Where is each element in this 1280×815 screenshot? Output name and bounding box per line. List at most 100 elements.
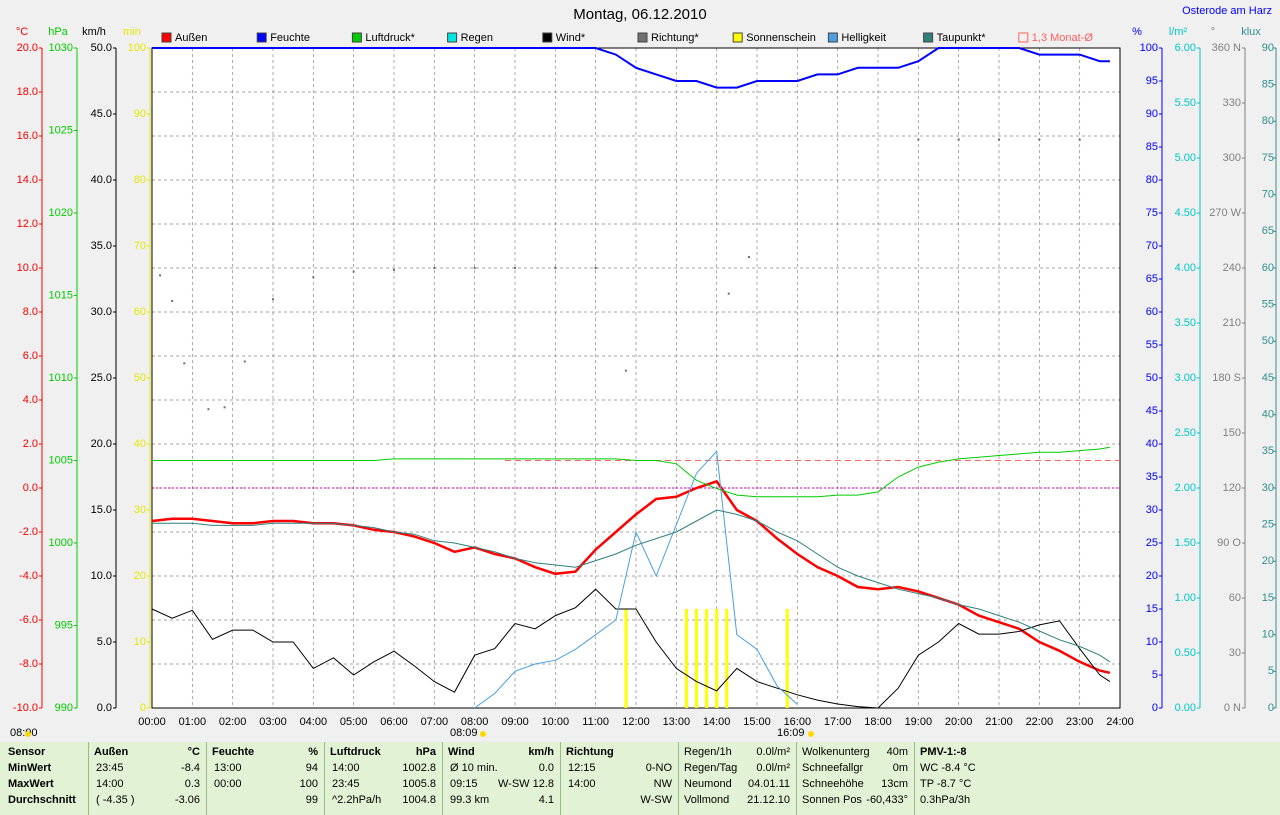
direction-point: [433, 267, 436, 269]
group-title: Luftdruck: [330, 746, 381, 758]
y-tick-label: 1015: [49, 289, 73, 301]
direction-point: [727, 292, 730, 295]
info-value: 0.0l/m²: [756, 746, 790, 758]
stat-time: 00:00: [214, 778, 242, 790]
y-tick-label: 40: [1262, 409, 1274, 421]
chart: Montag, 06.12.2010 Osterode am Harz 00:0…: [10, 5, 1277, 739]
group-unit: %: [308, 746, 318, 758]
y-tick-label: -8.0: [19, 658, 38, 670]
y-tick-label: 90: [134, 108, 146, 120]
info-key: Wolkenunterg: [802, 746, 870, 758]
pmv: 0.3hPa/3h: [920, 794, 971, 806]
y-tick-label: 90 O: [1217, 537, 1241, 549]
y-tick-label: 3.50: [1175, 317, 1196, 329]
row-label: Durchschnitt: [8, 794, 76, 806]
y-tick-label: 80: [134, 174, 146, 186]
y-tick-label: 70: [1146, 240, 1158, 252]
x-tick-label: 20:00: [945, 716, 973, 728]
axis-unit: l/m²: [1169, 26, 1188, 38]
y-tick-label: 40: [1146, 438, 1158, 450]
direction-point: [917, 138, 920, 141]
stat-value: 1004.8: [402, 794, 436, 806]
info-key: Neumond: [684, 778, 732, 790]
y-tick-label: 55: [1262, 299, 1274, 311]
separator: [560, 742, 561, 815]
legend-swatch: [827, 32, 838, 43]
direction-point: [624, 369, 627, 372]
y-tick-label: 45.0: [91, 108, 112, 120]
direction-point: [352, 270, 355, 273]
y-tick-label: 65: [1262, 225, 1274, 237]
stat-value: 0.3: [184, 778, 200, 790]
pmv: WC -8.4 °C: [920, 762, 976, 774]
direction-point: [312, 276, 315, 279]
y-tick-label: 1010: [49, 372, 73, 384]
stat-value: NW: [653, 778, 672, 790]
y-tick-label: 45: [1146, 405, 1158, 417]
x-tick-label: 01:00: [179, 716, 207, 728]
y-tick-label: 70: [134, 240, 146, 252]
y-tick-label: 0 N: [1224, 702, 1241, 714]
y-tick-label: 30: [134, 504, 146, 516]
series-line: [152, 509, 1111, 663]
stat-time: 14:00: [332, 762, 360, 774]
direction-point: [171, 300, 174, 302]
y-tick-label: 16.0: [17, 130, 38, 142]
direction-point: [957, 138, 960, 141]
y-tick-label: 25.0: [91, 372, 112, 384]
stat-value: -8.4: [181, 762, 200, 774]
y-tick-label: 60: [134, 306, 146, 318]
y-tick-label: 85: [1146, 141, 1158, 153]
y-tick-label: 330: [1223, 97, 1241, 109]
stat-value: 0-NO: [645, 762, 672, 774]
y-tick-label: 2.50: [1175, 427, 1196, 439]
legend-swatch: [447, 32, 458, 43]
y-tick-label: 100: [128, 42, 146, 54]
y-tick-label: 4.50: [1175, 207, 1196, 219]
direction-point: [554, 267, 557, 269]
x-tick-label: 23:00: [1066, 716, 1094, 728]
legend-label: Luftdruck*: [365, 32, 415, 44]
info-key: Schneehöhe: [802, 778, 864, 790]
pmv: TP -8.7 °C: [920, 778, 972, 790]
legend-label: Richtung*: [651, 32, 699, 44]
x-tick-label: 12:00: [622, 716, 650, 728]
x-tick-label: 11:00: [582, 716, 609, 728]
sun-marker: [480, 731, 486, 737]
separator: [206, 742, 207, 815]
x-tick-label: 07:00: [421, 716, 449, 728]
direction-point: [272, 298, 274, 301]
stat-time: 13:00: [214, 762, 242, 774]
y-tick-label: 0.0: [23, 482, 38, 494]
y-tick-label: 6.00: [1175, 42, 1196, 54]
row-label: MinWert: [8, 762, 52, 774]
y-tick-label: 50: [134, 372, 146, 384]
info-value: 21.12.10: [747, 794, 790, 806]
y-tick-label: 10: [1262, 629, 1274, 641]
y-tick-label: 30: [1229, 647, 1241, 659]
info-key: Regen/1h: [684, 746, 732, 758]
y-tick-label: 1000: [49, 537, 73, 549]
y-tick-label: 40.0: [91, 174, 112, 186]
y-tick-label: 1020: [49, 207, 73, 219]
stat-time: 23:45: [96, 762, 124, 774]
legend-label: Taupunkt*: [937, 32, 987, 44]
y-tick-label: 6.0: [23, 350, 38, 362]
y-tick-label: 35: [1146, 471, 1158, 483]
legend-swatch: [732, 32, 743, 43]
y-tick-label: 20: [134, 570, 146, 582]
y-tick-label: 5.0: [97, 636, 112, 648]
stat-value: W-SW: [640, 794, 672, 806]
sunshine-bar: [705, 609, 709, 708]
y-tick-label: 20: [1146, 570, 1158, 582]
y-tick-label: 120: [1223, 482, 1241, 494]
y-tick-label: 0.00: [1175, 702, 1196, 714]
group-title: Außen: [94, 746, 129, 758]
stat-time: 14:00: [568, 778, 596, 790]
y-tick-label: 90: [1262, 42, 1274, 54]
info-value: 0.0l/m²: [756, 762, 790, 774]
y-tick-label: 4.00: [1175, 262, 1196, 274]
group-title: Wind: [448, 746, 475, 758]
legend-swatch: [351, 32, 362, 43]
x-tick-label: 18:00: [864, 716, 892, 728]
